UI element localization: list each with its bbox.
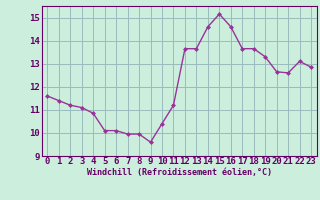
X-axis label: Windchill (Refroidissement éolien,°C): Windchill (Refroidissement éolien,°C) [87,168,272,177]
